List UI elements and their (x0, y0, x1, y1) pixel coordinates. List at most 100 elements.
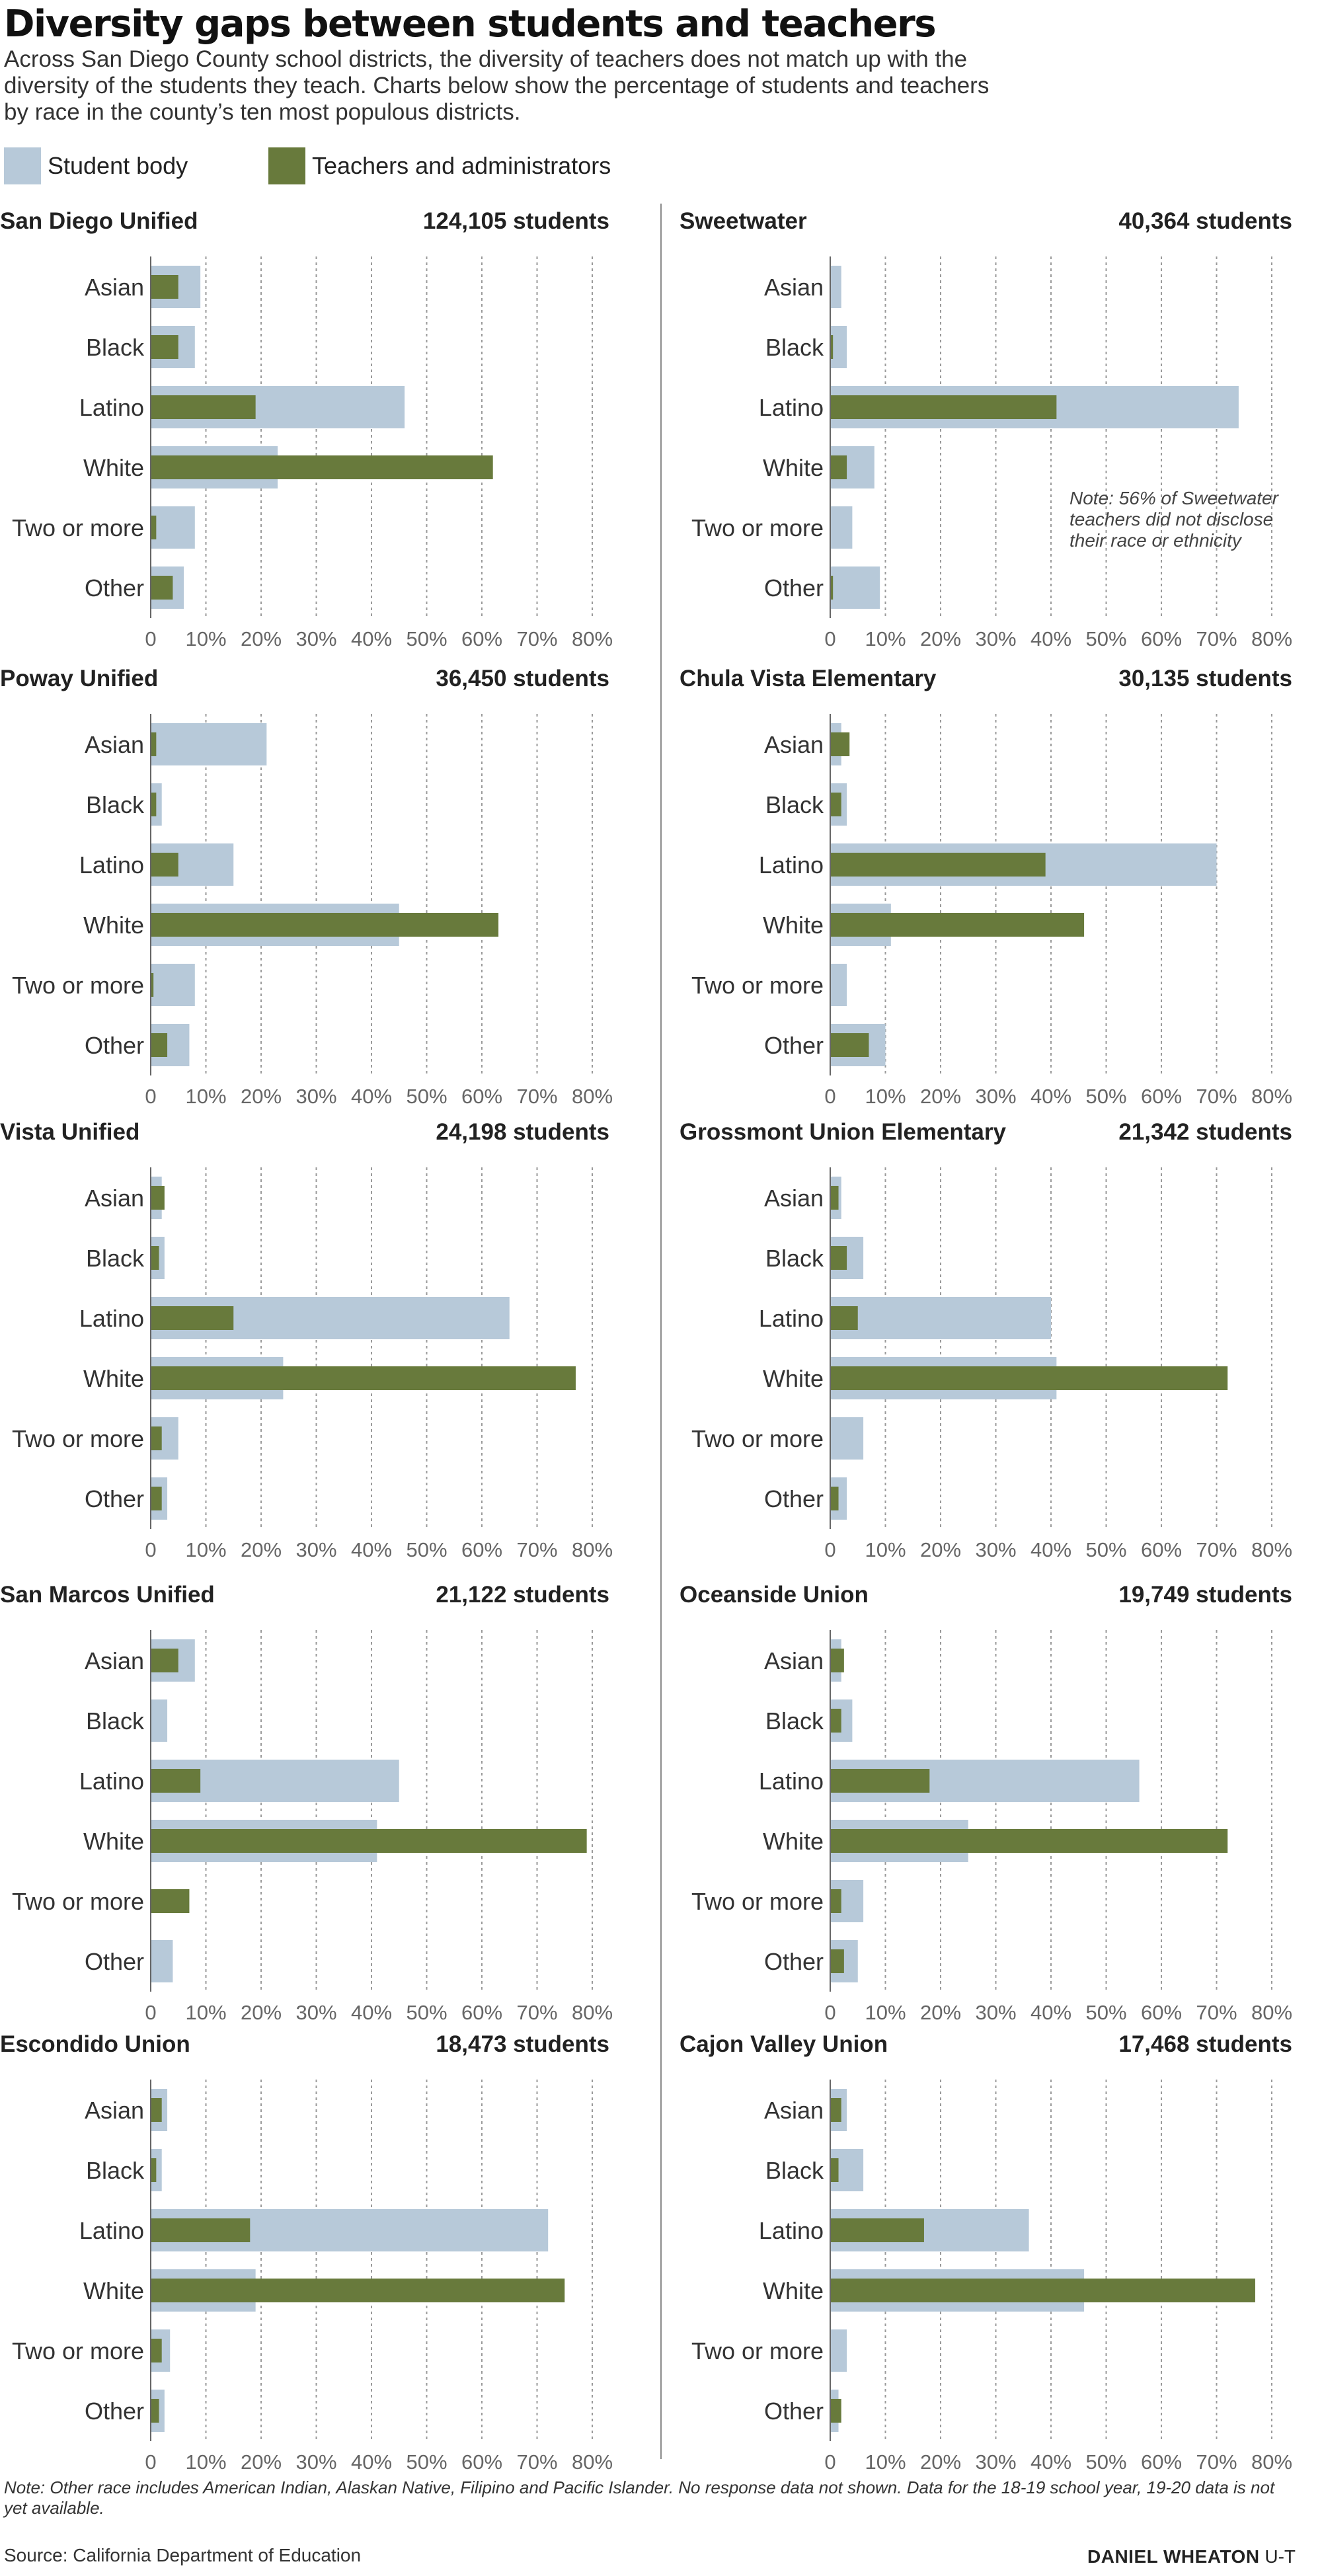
oceanside-union-teacher-bar-black (830, 1709, 841, 1733)
cajon-valley-union-student-bar-two-or-more (830, 2329, 847, 2372)
poway-unified-teacher-bar-two-or-more (151, 973, 154, 997)
san-diego-unified-tick-label: 80% (572, 627, 613, 650)
cajon-valley-union-tick-label: 80% (1251, 2450, 1292, 2474)
chula-vista-elementary-category-label: Asian (764, 731, 824, 758)
grossmont-union-elementary-title: Grossmont Union Elementary (680, 1119, 1007, 1145)
san-marcos-unified-tick-label: 20% (241, 2001, 282, 2024)
san-diego-unified-category-label: Black (86, 334, 145, 361)
vista-unified-category-label: Black (86, 1245, 145, 1272)
san-marcos-unified-teacher-bar-asian (151, 1649, 178, 1672)
oceanside-union-enrollment: 19,749 students (1118, 1582, 1292, 1608)
chula-vista-elementary-teacher-bar-latino (830, 853, 1046, 877)
chula-vista-elementary-tick-label: 60% (1141, 1085, 1182, 1108)
poway-unified-category-label: Other (85, 1032, 144, 1059)
poway-unified-category-label: Latino (79, 851, 144, 878)
sweetwater-category-label: White (763, 454, 824, 481)
footnote: Note: Other race includes American India… (4, 2478, 1275, 2518)
san-diego-unified-teacher-bar-black (151, 335, 178, 359)
chula-vista-elementary-student-bar-two-or-more (830, 964, 847, 1006)
chula-vista-elementary-tick-label: 0 (824, 1085, 836, 1108)
san-diego-unified-teacher-bar-white (151, 455, 493, 479)
vista-unified-tick-label: 80% (572, 1538, 613, 1561)
san-diego-unified-tick-label: 50% (406, 627, 447, 650)
vista-unified-teacher-bar-latino (151, 1306, 234, 1330)
grossmont-union-elementary-tick-label: 60% (1141, 1538, 1182, 1561)
cajon-valley-union-teacher-bar-asian (830, 2098, 841, 2122)
san-marcos-unified-teacher-bar-latino (151, 1769, 201, 1793)
escondido-union-tick-label: 50% (406, 2450, 447, 2474)
chula-vista-elementary-teacher-bar-other (830, 1033, 869, 1057)
chula-vista-elementary-teacher-bar-asian (830, 732, 850, 756)
oceanside-union-category-label: Black (765, 1707, 824, 1735)
oceanside-union-teacher-bar-latino (830, 1769, 930, 1793)
san-marcos-unified-tick-label: 80% (572, 2001, 613, 2024)
escondido-union-tick-label: 30% (295, 2450, 336, 2474)
poway-unified-teacher-bar-black (151, 793, 157, 816)
vista-unified-title: Vista Unified (0, 1119, 139, 1145)
grossmont-union-elementary-category-label: Black (765, 1245, 824, 1272)
cajon-valley-union-tick-label: 20% (920, 2450, 961, 2474)
chula-vista-elementary-category-label: White (763, 912, 824, 939)
cajon-valley-union-teacher-bar-other (830, 2399, 841, 2423)
escondido-union-category-label: White (83, 2277, 144, 2304)
san-diego-unified-tick-label: 60% (461, 627, 502, 650)
vista-unified-enrollment: 24,198 students (436, 1119, 609, 1145)
escondido-union-tick-label: 20% (241, 2450, 282, 2474)
credit-line: DANIEL WHEATON U-T (1087, 2546, 1296, 2567)
escondido-union-category-label: Asian (85, 2097, 144, 2124)
poway-unified-tick-label: 60% (461, 1085, 502, 1108)
san-diego-unified-tick-label: 20% (241, 627, 282, 650)
escondido-union-tick-label: 0 (145, 2450, 156, 2474)
chula-vista-elementary-category-label: Latino (759, 851, 824, 878)
cajon-valley-union-category-label: White (763, 2277, 824, 2304)
oceanside-union-teacher-bar-asian (830, 1649, 844, 1672)
oceanside-union-category-label: Two or more (691, 1888, 824, 1915)
san-diego-unified-enrollment: 124,105 students (423, 208, 609, 234)
sweetwater-title: Sweetwater (680, 208, 807, 234)
chula-vista-elementary-tick-label: 80% (1251, 1085, 1292, 1108)
credit-name: DANIEL WHEATON (1087, 2546, 1260, 2567)
sweetwater-tick-label: 50% (1085, 627, 1126, 650)
grossmont-union-elementary-category-label: Asian (764, 1185, 824, 1212)
grossmont-union-elementary-teacher-bar-latino (830, 1306, 858, 1330)
vista-unified-tick-label: 60% (461, 1538, 502, 1561)
vista-unified-teacher-bar-other (151, 1487, 162, 1510)
sweetwater-category-label: Asian (764, 274, 824, 301)
cajon-valley-union-teacher-bar-black (830, 2158, 839, 2182)
oceanside-union-tick-label: 70% (1196, 2001, 1237, 2024)
cajon-valley-union-tick-label: 30% (975, 2450, 1016, 2474)
vista-unified-tick-label: 30% (295, 1538, 336, 1561)
vista-unified-category-label: Two or more (12, 1425, 144, 1452)
grossmont-union-elementary-tick-label: 30% (975, 1538, 1016, 1561)
escondido-union-tick-label: 10% (185, 2450, 226, 2474)
escondido-union-teacher-bar-black (151, 2158, 157, 2182)
sweetwater-note-line: teachers did not disclose (1069, 509, 1273, 529)
oceanside-union-tick-label: 10% (865, 2001, 906, 2024)
sweetwater-category-label: Two or more (691, 514, 824, 541)
grossmont-union-elementary-student-bar-latino (830, 1297, 1051, 1339)
oceanside-union-category-label: Other (764, 1948, 824, 1975)
poway-unified-tick-label: 50% (406, 1085, 447, 1108)
sweetwater-student-bar-two-or-more (830, 506, 853, 549)
vista-unified-tick-label: 50% (406, 1538, 447, 1561)
poway-unified-tick-label: 0 (145, 1085, 156, 1108)
sweetwater-note-line: their race or ethnicity (1069, 530, 1243, 551)
escondido-union-teacher-bar-asian (151, 2098, 162, 2122)
poway-unified-teacher-bar-asian (151, 732, 157, 756)
grossmont-union-elementary-tick-label: 10% (865, 1538, 906, 1561)
grossmont-union-elementary-teacher-bar-black (830, 1246, 847, 1270)
chart-title: Diversity gaps between students and teac… (4, 3, 937, 46)
san-marcos-unified-tick-label: 10% (185, 2001, 226, 2024)
san-diego-unified-category-label: Other (85, 574, 144, 602)
san-diego-unified-tick-label: 10% (185, 627, 226, 650)
chula-vista-elementary-tick-label: 50% (1085, 1085, 1126, 1108)
grossmont-union-elementary-category-label: Two or more (691, 1425, 824, 1452)
poway-unified-category-label: Black (86, 791, 145, 818)
escondido-union-teacher-bar-two-or-more (151, 2339, 162, 2362)
chula-vista-elementary-title: Chula Vista Elementary (680, 666, 937, 691)
vista-unified-tick-label: 10% (185, 1538, 226, 1561)
escondido-union-tick-label: 60% (461, 2450, 502, 2474)
san-marcos-unified-teacher-bar-white (151, 1829, 587, 1853)
grossmont-union-elementary-teacher-bar-white (830, 1366, 1228, 1390)
grossmont-union-elementary-tick-label: 40% (1030, 1538, 1071, 1561)
